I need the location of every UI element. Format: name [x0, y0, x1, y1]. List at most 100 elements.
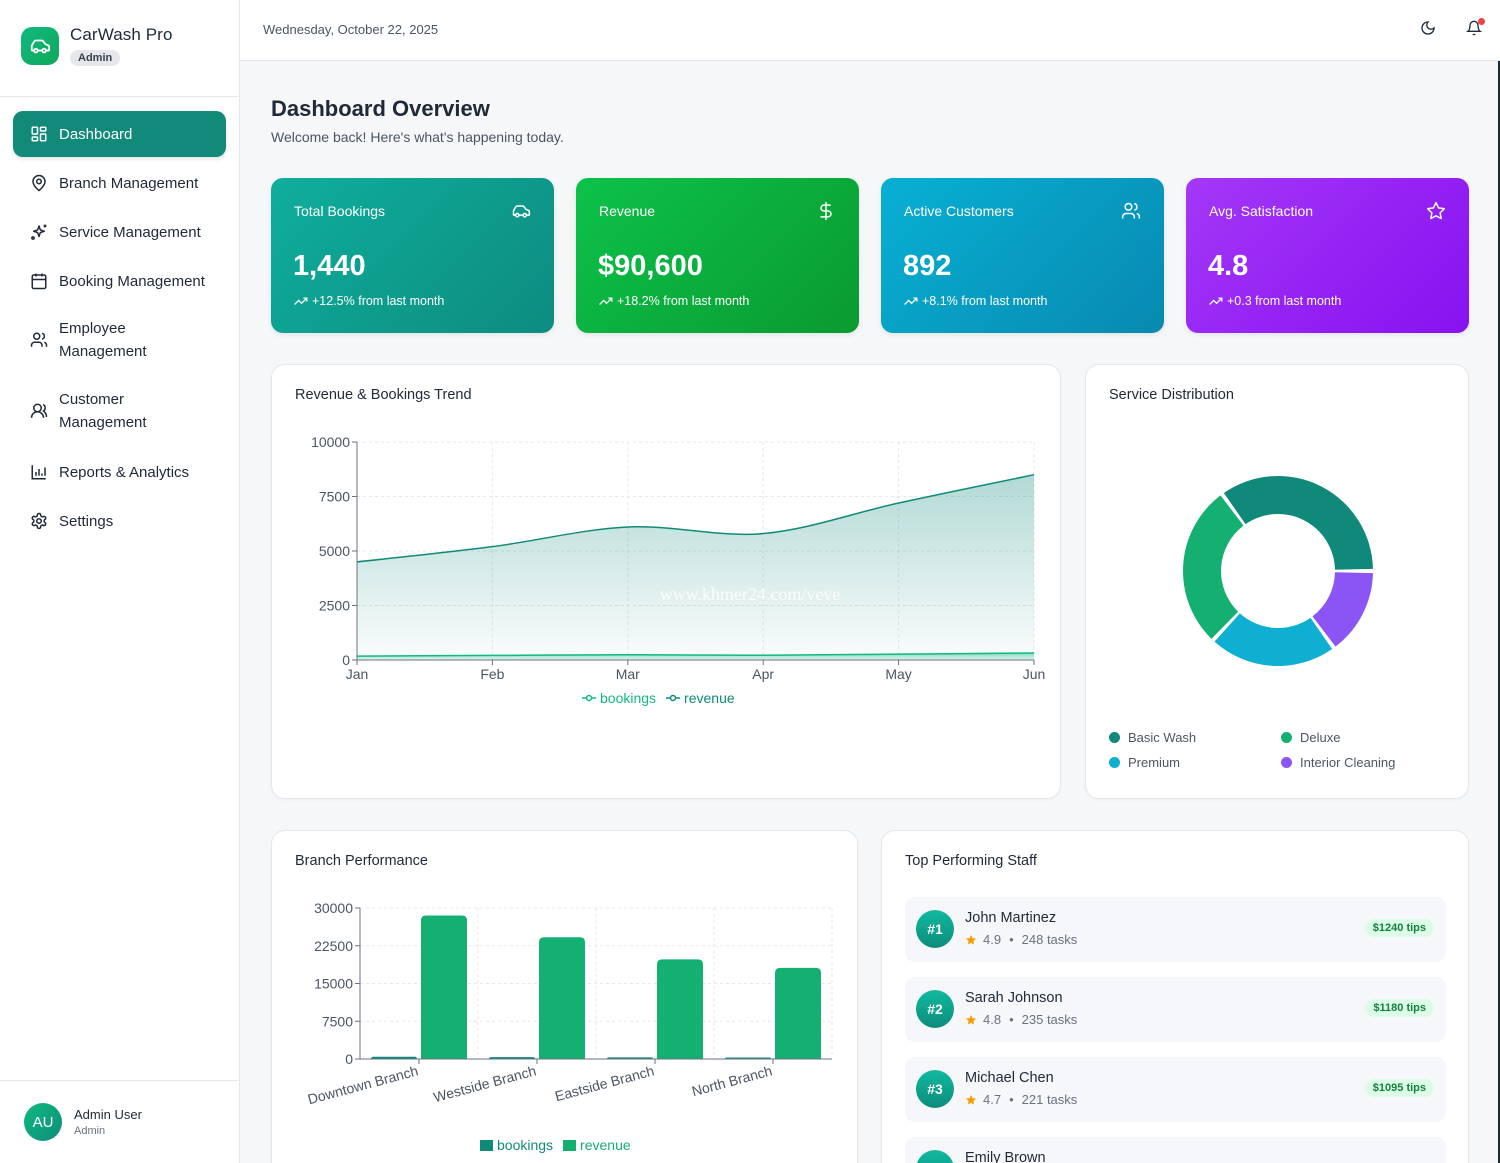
- y-tick-label: 15000: [314, 976, 353, 992]
- avatar: AU: [24, 1103, 62, 1141]
- stat-change: +12.5% from last month: [294, 294, 444, 308]
- legend-item-basic-wash[interactable]: Basic Wash: [1109, 730, 1281, 745]
- staff-name: Michael Chen: [965, 1070, 1054, 1086]
- y-tick-label: 30000: [314, 900, 353, 916]
- staff-tasks: 248 tasks: [1021, 932, 1078, 947]
- sidebar-item-booking-management[interactable]: Booking Management: [13, 258, 226, 304]
- sidebar-item-label: Booking Management: [59, 272, 205, 290]
- tips-badge: $1240 tips: [1364, 919, 1434, 937]
- x-tick-label: Apr: [752, 666, 774, 682]
- bar-chart-icon: [29, 462, 49, 482]
- stat-title: Active Customers: [904, 203, 1014, 219]
- stat-value: 892: [903, 250, 952, 282]
- stat-change-text: +12.5% from last month: [312, 294, 445, 308]
- sidebar-item-dashboard[interactable]: Dashboard: [13, 111, 226, 157]
- staff-tasks: 221 tasks: [1021, 1092, 1078, 1107]
- car-icon: [510, 200, 532, 222]
- legend-item-bookings[interactable]: bookings: [582, 690, 656, 706]
- line-revenue: [356, 473, 1035, 563]
- branch-legend: bookings revenue: [480, 1137, 631, 1153]
- service-legend: Basic Wash Deluxe Premium Interior Cleaning: [1109, 730, 1449, 770]
- card-title: Revenue & Bookings Trend: [295, 387, 472, 403]
- moon-icon: [1420, 20, 1436, 41]
- trend-chart: 0 2500 5000 7500 10000 Jan Feb Mar Apr May Jun www.…: [311, 434, 1045, 682]
- user-name: Admin User: [74, 1107, 142, 1122]
- stat-value: 4.8: [1208, 250, 1249, 282]
- donut-slice-basic-wash: [1223, 476, 1373, 570]
- y-tick-label: 7500: [322, 1013, 353, 1029]
- staff-meta: 4.7 • 221 tasks: [965, 1092, 1077, 1107]
- tips-badge: $1095 tips: [1364, 1079, 1434, 1097]
- grid-icon: [29, 124, 49, 144]
- staff-tasks: 235 tasks: [1021, 1012, 1078, 1027]
- sidebar-item-label: Branch Management: [59, 174, 199, 192]
- sidebar-item-branch-management[interactable]: Branch Management: [13, 160, 226, 206]
- sidebar-item-customer-management[interactable]: Customer Management: [13, 378, 226, 444]
- brand: CarWash Pro Admin: [0, 0, 239, 97]
- user-profile[interactable]: AU Admin User Admin: [0, 1080, 239, 1163]
- x-tick-label: Feb: [480, 666, 504, 682]
- stat-value: $90,600: [598, 250, 703, 282]
- card-title: Branch Performance: [295, 853, 428, 869]
- notifications-button[interactable]: [1462, 18, 1486, 42]
- sidebar-item-employee-management[interactable]: Employee Management: [13, 307, 226, 373]
- legend-item-revenue[interactable]: revenue: [563, 1137, 631, 1153]
- staff-row[interactable]: #3 Michael Chen 4.7 • 221 tasks $1095 ti…: [905, 1057, 1446, 1122]
- legend-label: Premium: [1128, 755, 1181, 770]
- y-tick-label: 5000: [319, 543, 350, 559]
- rank-badge: #1: [916, 910, 954, 948]
- legend-dot: [1109, 732, 1120, 743]
- legend-dot: [1281, 757, 1292, 768]
- star-icon: [1425, 200, 1447, 222]
- sidebar-item-service-management[interactable]: Service Management: [13, 209, 226, 255]
- role-badge: Admin: [70, 50, 121, 66]
- bar-revenue: [421, 915, 467, 1059]
- rank-badge: #2: [916, 990, 954, 1028]
- stat-title: Total Bookings: [294, 203, 386, 219]
- sidebar-item-label: Employee Management: [59, 320, 147, 360]
- sidebar-item-label: Service Management: [59, 223, 201, 241]
- legend-dot: [1281, 732, 1292, 743]
- legend-dot: [1109, 757, 1120, 768]
- legend-label: bookings: [600, 690, 657, 706]
- tips-badge: $1180 tips: [1365, 999, 1434, 1017]
- separator: •: [1009, 1012, 1014, 1027]
- stat-title: Revenue: [599, 203, 656, 219]
- donut-slice-deluxe: [1183, 495, 1244, 639]
- x-tick-label: Westside Branch: [432, 1062, 538, 1105]
- top-bar: Wednesday, October 22, 2025: [240, 0, 1500, 61]
- sidebar-item-settings[interactable]: Settings: [13, 498, 226, 544]
- legend-item-deluxe[interactable]: Deluxe: [1281, 730, 1453, 745]
- service-distribution-card: Service Distribution Basic Wash Deluxe Pre…: [1085, 364, 1469, 799]
- sidebar-item-reports-analytics[interactable]: Reports & Analytics: [13, 449, 226, 495]
- brand-name: CarWash Pro: [70, 25, 173, 44]
- legend-item-interior-cleaning[interactable]: Interior Cleaning: [1281, 755, 1453, 770]
- sidebar: CarWash Pro Admin Dashboard Branch Manag…: [0, 0, 240, 1163]
- legend-item-premium[interactable]: Premium: [1109, 755, 1281, 770]
- user-role: Admin: [74, 1125, 106, 1137]
- staff-row[interactable]: #1 John Martinez 4.9 • 248 tasks $1240 t…: [905, 897, 1446, 962]
- x-tick-label: Downtown Branch: [306, 1062, 420, 1107]
- theme-toggle-button[interactable]: [1416, 18, 1440, 42]
- rank-badge: #3: [916, 1070, 954, 1108]
- rank-badge: #4: [916, 1150, 954, 1163]
- sidebar-item-label: Reports & Analytics: [59, 463, 190, 481]
- legend-item-revenue[interactable]: revenue: [666, 690, 735, 706]
- line-marker-icon: [582, 694, 596, 702]
- car-icon: [21, 27, 59, 65]
- staff-row[interactable]: #4 Emily Brown: [905, 1137, 1446, 1163]
- separator: •: [1009, 1092, 1014, 1107]
- star-icon: [966, 1094, 976, 1104]
- legend-label: revenue: [580, 1137, 631, 1153]
- users-icon: [29, 330, 49, 350]
- stat-card-avg-satisfaction: Avg. Satisfaction 4.8 +0.3 from last mon…: [1186, 178, 1469, 333]
- legend-label: Interior Cleaning: [1300, 755, 1396, 770]
- user-group-icon: [29, 401, 49, 421]
- scrollbar[interactable]: [1498, 61, 1500, 1163]
- card-title: Top Performing Staff: [905, 853, 1037, 869]
- legend-item-bookings[interactable]: bookings: [480, 1137, 553, 1153]
- stat-change: +0.3 from last month: [1209, 294, 1341, 308]
- line-marker-icon: [666, 694, 681, 702]
- separator: •: [1009, 932, 1014, 947]
- staff-row[interactable]: #2 Sarah Johnson 4.8 • 235 tasks $1180 t…: [905, 977, 1446, 1042]
